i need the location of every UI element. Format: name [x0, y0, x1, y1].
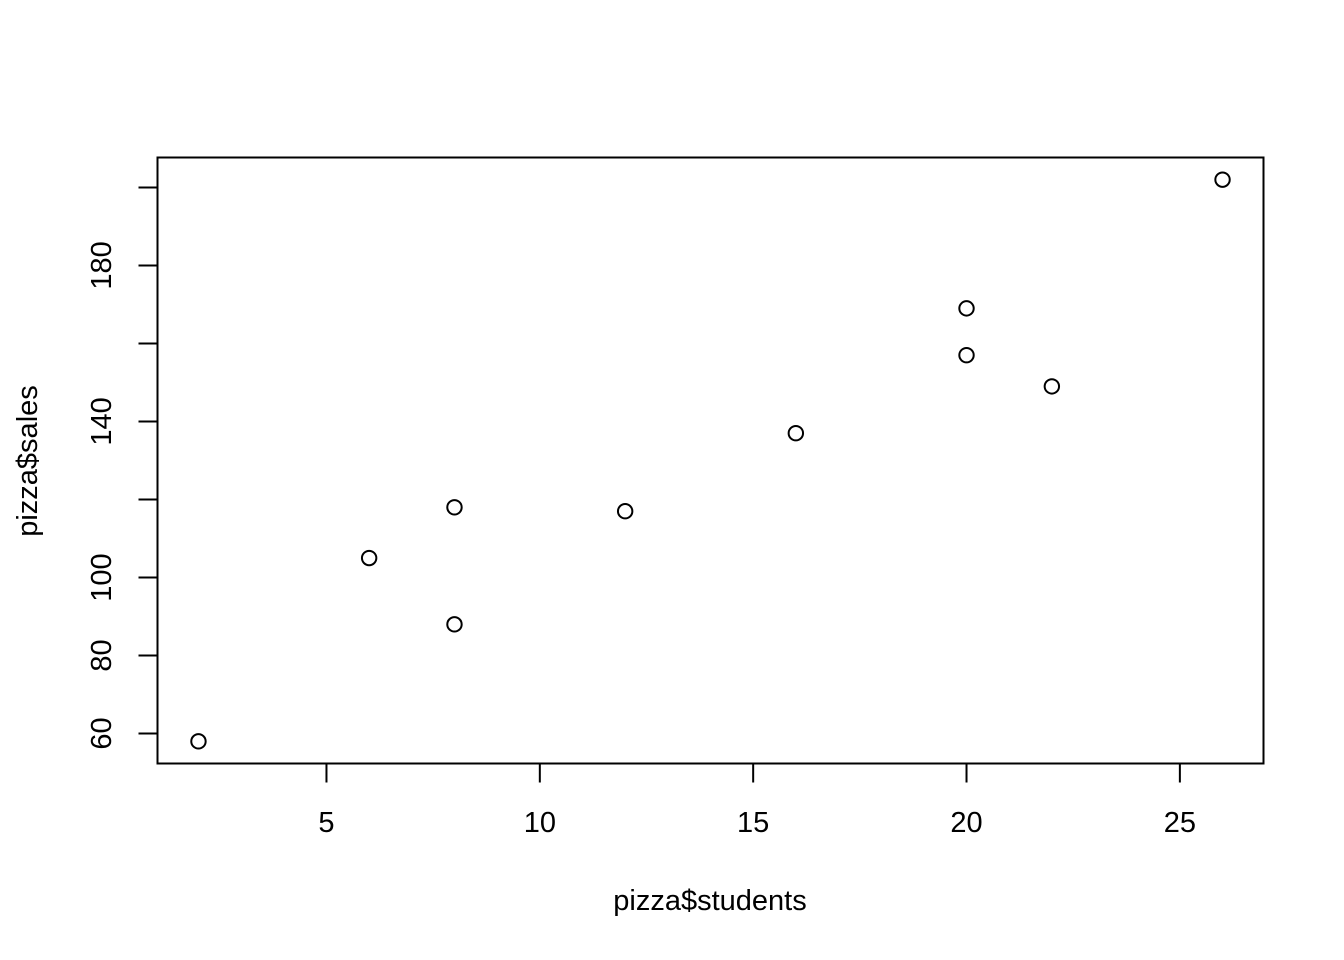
y-tick-label: 100 — [86, 553, 118, 601]
x-tick-label: 25 — [1164, 807, 1196, 839]
y-axis-label: pizza$sales — [12, 385, 44, 537]
plot-box — [156, 156, 1265, 765]
x-axis-label: pizza$students — [613, 885, 806, 917]
y-tick-label: 180 — [86, 241, 118, 289]
data-point — [446, 499, 463, 516]
y-axis: 60 80 100 140 180 — [86, 186, 159, 750]
data-point — [616, 503, 634, 520]
data-point — [958, 300, 975, 317]
x-tick-label: 10 — [524, 807, 556, 839]
x-axis: 5 10 15 20 25 — [318, 762, 1196, 839]
x-tick-label: 20 — [950, 807, 982, 839]
data-point — [787, 424, 805, 442]
data-point — [958, 346, 975, 364]
data-point — [360, 549, 378, 567]
x-tick-label: 5 — [318, 807, 334, 839]
data-point — [446, 616, 463, 633]
data-point — [1214, 171, 1231, 188]
y-tick-label: 80 — [86, 639, 118, 671]
y-tick-label: 140 — [86, 397, 118, 445]
x-tick-label: 15 — [737, 807, 769, 839]
y-tick-label: 60 — [86, 717, 118, 749]
data-points — [190, 171, 1231, 750]
data-point — [190, 733, 207, 750]
data-point — [1043, 378, 1061, 395]
